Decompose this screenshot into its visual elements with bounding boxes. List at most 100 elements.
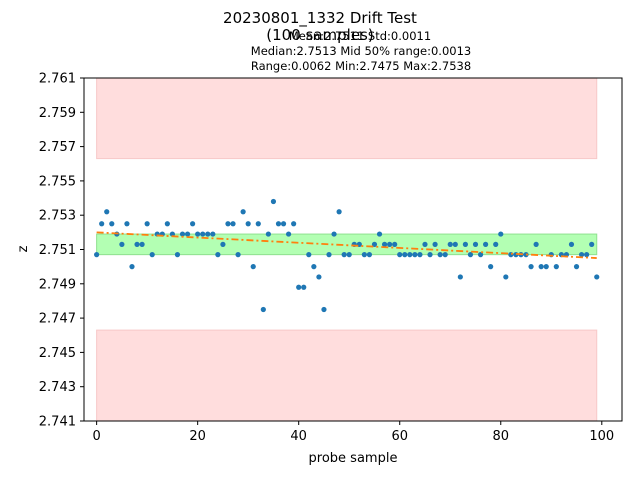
y-tick-label: 2.741 [39,415,76,430]
y-tick-label: 2.749 [39,277,76,292]
data-point [321,306,327,313]
data-point [235,252,241,258]
data-point [568,241,575,247]
data-point [594,274,600,280]
data-point [220,241,226,247]
y-tick-label: 2.751 [39,243,76,258]
y-tick-label: 2.753 [39,209,76,224]
data-point [422,241,428,247]
data-point [578,252,585,258]
data-point [336,209,342,215]
data-point [119,241,125,247]
chart-title-line1: 20230801_1332 Drift Test [223,9,417,28]
data-point [528,264,534,270]
data-point [301,284,307,290]
data-point [397,252,403,258]
data-point [543,264,549,270]
data-point [179,231,186,237]
stats-line3: Range:0.0062 Min:2.7475 Max:2.7538 [251,59,471,73]
data-point [589,241,595,247]
data-point [341,252,347,258]
data-point [366,252,373,258]
x-tick-label: 40 [290,429,307,444]
data-point [533,241,539,247]
lower-limit-band [96,329,598,422]
data-point [260,306,266,313]
data-point [392,241,398,247]
data-point [306,252,312,258]
x-axis-ticks: 0 20 40 60 80 100 [92,421,614,444]
data-point [387,241,393,247]
upper-limit-band [96,77,598,160]
data-point [225,221,231,227]
data-point [553,264,559,270]
y-tick-label: 2.757 [39,140,76,155]
data-point [381,241,388,247]
bands-layer [96,77,598,422]
x-tick-label: 0 [92,429,100,444]
data-point [371,241,378,247]
data-point [139,241,145,247]
data-point [376,231,383,237]
x-tick-label: 80 [492,429,509,444]
data-point [477,252,484,258]
data-point [462,241,468,247]
data-point [331,231,337,237]
data-point [169,231,176,237]
trend-layer [96,231,597,259]
data-point [149,252,155,258]
data-point [109,221,115,227]
data-point [184,231,191,237]
data-point [427,252,433,258]
data-point [134,241,140,247]
data-point [265,231,271,237]
data-point [346,252,352,258]
x-axis-label: probe sample [309,451,398,466]
data-point [457,274,463,280]
chart-title-line2: (100 samples) [266,26,373,44]
data-point [285,231,292,237]
data-point [250,264,256,270]
data-point [296,284,302,290]
data-point [573,264,580,270]
data-point [316,274,322,280]
data-point [326,252,332,258]
stats-line1: Mean:2.7511 Std:0.0011 [289,29,431,43]
data-point [523,252,529,258]
data-point [538,264,544,270]
y-tick-label: 2.745 [39,346,76,361]
x-tick-label: 20 [189,429,206,444]
data-point [503,274,509,280]
data-point [437,252,443,258]
y-axis-label: z [16,245,31,252]
data-point [291,221,297,227]
data-point [190,221,196,227]
trend-line [96,231,597,259]
data-point [488,264,494,270]
data-point [311,264,317,270]
data-point [412,252,418,258]
y-tick-label: 2.747 [39,312,76,327]
data-point [215,252,221,258]
x-tick-label: 100 [589,429,614,444]
y-axis-ticks: 2.741 2.743 2.745 2.747 2.749 2.751 2.753 2.755… [39,72,84,430]
data-point [240,209,246,215]
data-point [432,241,438,247]
y-tick-label: 2.743 [39,380,76,395]
data-point [245,221,251,227]
data-point [174,252,181,258]
data-point [205,231,211,237]
x-tick-label: 60 [391,429,408,444]
data-point [402,252,408,258]
data-point [124,221,130,227]
data-point [195,231,201,237]
data-point [493,241,499,247]
y-tick-label: 2.755 [39,174,76,189]
data-point [210,231,216,237]
data-point [99,221,105,227]
data-point [129,264,135,270]
data-point [200,231,206,237]
data-point [230,221,236,227]
data-point [104,209,110,215]
